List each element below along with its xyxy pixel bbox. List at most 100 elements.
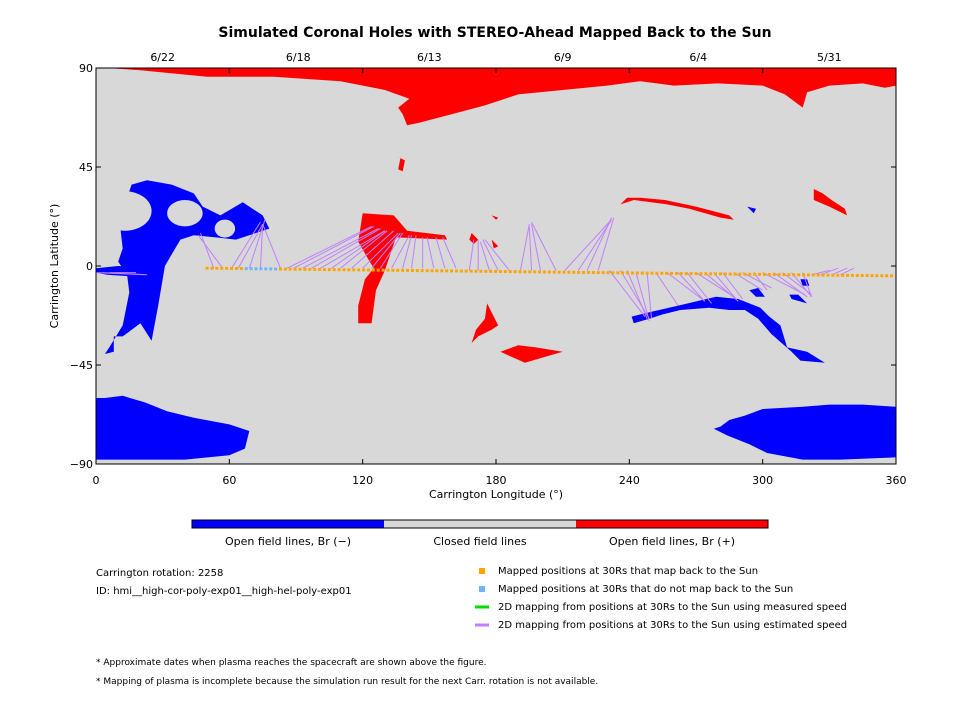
colorbar-label-negative: Open field lines, Br (−) — [225, 535, 351, 548]
positive-coronal-holes — [96, 68, 896, 363]
positive-hole-7 — [469, 233, 479, 244]
mapped-position — [318, 267, 322, 271]
positive-hole-2 — [358, 213, 448, 324]
mapped-position — [767, 272, 771, 276]
mapped-position — [743, 272, 747, 276]
mapped-position — [484, 269, 488, 273]
mapped-position — [660, 271, 664, 275]
mapped-position — [772, 273, 776, 277]
top-date-label: 6/22 — [150, 51, 175, 64]
mapped-position — [630, 271, 634, 275]
estimated-line-5 — [259, 224, 264, 269]
mapped-position — [704, 272, 708, 276]
mapped-position — [401, 268, 405, 272]
mapped-position — [474, 269, 478, 273]
mapped-position — [225, 266, 229, 270]
estimated-line-25 — [468, 239, 475, 271]
estimated-line-13 — [340, 230, 388, 269]
chart-title: Simulated Coronal Holes with STEREO-Ahea… — [218, 25, 771, 41]
mapped-position — [386, 268, 390, 272]
estimated-line-42 — [646, 272, 653, 319]
mapped-position — [220, 266, 224, 270]
estimated-line-39 — [620, 270, 650, 320]
colorbar-closed — [384, 520, 576, 528]
unmapped-position — [254, 267, 258, 271]
mapped-position — [234, 267, 238, 271]
mapped-position — [366, 268, 370, 272]
estimated-line-29 — [484, 239, 510, 271]
mapped-position — [503, 270, 507, 274]
y-tick-label: 0 — [86, 260, 93, 273]
unmapped-position — [269, 267, 273, 271]
unmapped-position — [274, 267, 278, 271]
mapped-position — [836, 273, 840, 277]
mapped-position — [582, 270, 586, 274]
colorbar-label-positive: Open field lines, Br (+) — [609, 535, 735, 548]
colorbar-frame — [191, 519, 769, 529]
x-axis-label: Carrington Longitude (°) — [429, 488, 563, 501]
estimated-line-57 — [791, 272, 812, 298]
mapped-position — [802, 273, 806, 277]
closed-island-2 — [214, 219, 236, 238]
mapped-position — [352, 268, 356, 272]
mapped-position — [655, 271, 659, 275]
estimated-line-7 — [286, 225, 372, 269]
estimated-line-28 — [482, 239, 499, 271]
estimated-line-55 — [773, 272, 808, 298]
unmapped-position — [264, 267, 268, 271]
negative-hole-6 — [789, 294, 808, 304]
mapped-position — [430, 269, 434, 273]
mapped-position — [635, 271, 639, 275]
x-axis: 0 60 120 180 240 300 360 — [93, 68, 907, 487]
colorbar-label-closed: Closed field lines — [433, 535, 527, 548]
y-tick-label: −45 — [70, 359, 93, 372]
mapped-position — [733, 272, 737, 276]
legend-label: Mapped positions at 30Rs that map back t… — [498, 566, 758, 577]
mapped-position — [577, 270, 581, 274]
positive-hole-6 — [813, 189, 848, 216]
mapped-position — [601, 271, 605, 275]
mapped-position — [239, 267, 243, 271]
mapped-position — [308, 267, 312, 271]
mapped-position — [718, 272, 722, 276]
x-tick-label: 60 — [222, 474, 236, 487]
mapped-position — [850, 273, 854, 277]
estimated-line-16 — [371, 232, 401, 269]
estimated-line-45 — [677, 272, 704, 300]
mapped-position — [831, 273, 835, 277]
mapped-position — [714, 272, 718, 276]
mapped-position — [738, 272, 742, 276]
mapped-position — [210, 266, 214, 270]
mapped-position — [303, 267, 307, 271]
mapped-position — [283, 267, 287, 271]
mapped-position — [855, 273, 859, 277]
estimated-line-32 — [531, 224, 541, 271]
estimated-line-47 — [695, 272, 735, 298]
estimated-line-18 — [391, 234, 410, 269]
estimated-line-50 — [722, 272, 744, 300]
mapped-position — [494, 269, 498, 273]
mapped-position — [293, 267, 297, 271]
y-tick-label: −90 — [70, 458, 93, 471]
note-dates: * Approximate dates when plasma reaches … — [96, 658, 487, 668]
y-tick-label: 90 — [79, 62, 93, 75]
mapped-position — [513, 270, 517, 274]
legend-label: Mapped positions at 30Rs that do not map… — [498, 584, 793, 595]
mapped-position — [621, 271, 625, 275]
mapped-position — [694, 272, 698, 276]
top-date-label: 6/13 — [417, 51, 442, 64]
estimated-line-8 — [293, 225, 375, 269]
mapped-position — [596, 271, 600, 275]
estimated-line-9 — [302, 228, 379, 269]
negative-hole-3 — [713, 404, 896, 460]
estimated-line-62 — [840, 267, 854, 276]
positive-hole-1 — [396, 156, 405, 172]
mapped-position — [542, 270, 546, 274]
legend-label: 2D mapping from positions at 30Rs to the… — [498, 620, 847, 631]
estimated-line-38 — [608, 270, 646, 317]
mapped-position — [371, 268, 375, 272]
top-date-axis: 6/22 6/18 6/13 6/9 6/4 5/31 — [150, 51, 841, 64]
mapped-position — [337, 268, 341, 272]
colorbar-positive — [576, 520, 768, 528]
